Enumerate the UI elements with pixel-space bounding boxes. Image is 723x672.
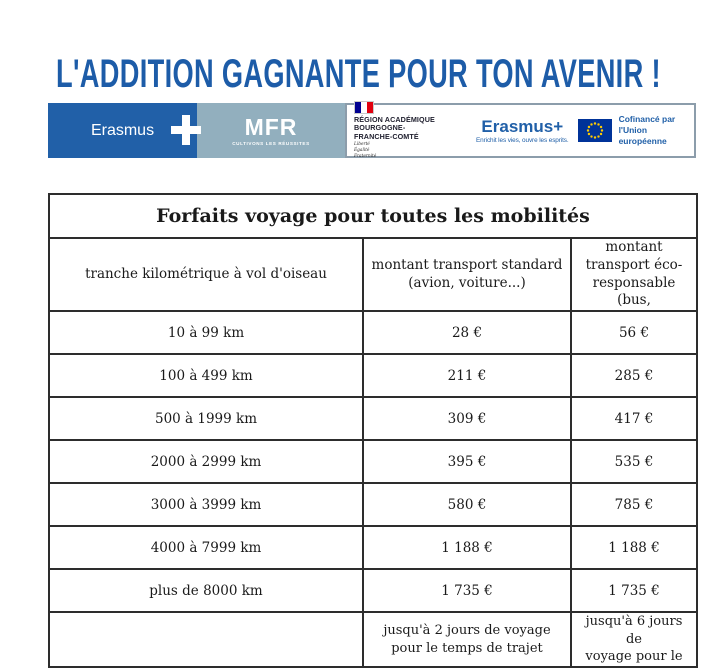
footer-eco-line: voyage pour le — [585, 649, 683, 665]
standard-travel-days-cell: jusqu'à 2 jours de voyage pour le temps … — [362, 611, 572, 668]
eco-amount-cell: 56 € — [570, 310, 698, 356]
cofinance-line: l'Union européenne — [618, 124, 667, 147]
footer-eco-line: jusqu'à 6 jours de — [585, 614, 683, 647]
header-eco-line: responsable (bus, — [592, 274, 676, 309]
footer-standard-line: pour le temps de trajet — [391, 640, 543, 656]
table-row: 10 à 99 km 28 € 56 € — [48, 310, 698, 356]
standard-amount-cell: 28 € — [362, 310, 572, 356]
mfr-logo-block: MFR CULTIVONS LES RÉUSSITES — [197, 103, 345, 158]
region-academique-logo: RÉGION ACADÉMIQUE BOURGOGNE- FRANCHE-COM… — [354, 101, 458, 160]
table-row: 100 à 499 km 211 € 285 € — [48, 353, 698, 399]
header-eco-line: transport éco- — [585, 256, 683, 273]
page-title: L'ADDITION GAGNANTE POUR TON AVENIR ! — [56, 52, 661, 96]
region-name-line: BOURGOGNE- — [354, 123, 406, 133]
table-row: plus de 8000 km 1 735 € 1 735 € — [48, 568, 698, 614]
mfr-logo: MFR — [244, 113, 298, 140]
table-row: 3000 à 3999 km 580 € 785 € — [48, 482, 698, 528]
distance-cell: 2000 à 2999 km — [48, 439, 364, 485]
plus-icon — [171, 115, 201, 145]
eco-travel-days-cell: jusqu'à 6 jours de voyage pour le — [570, 611, 698, 668]
header-standard-line: montant transport standard — [371, 256, 563, 273]
standard-amount-cell: 211 € — [362, 353, 572, 399]
table-title: Forfaits voyage pour toutes les mobilité… — [48, 193, 698, 239]
erasmus-label: Erasmus — [90, 121, 155, 139]
distance-cell: 100 à 499 km — [48, 353, 364, 399]
french-flag-icon — [354, 101, 374, 115]
erasmus-plus-tagline: Enrichit les vies, ouvre les esprits. — [476, 136, 569, 144]
table-title-row: Forfaits voyage pour toutes les mobilité… — [48, 193, 698, 239]
table-footer-row: jusqu'à 2 jours de voyage pour le temps … — [48, 611, 698, 668]
eco-amount-cell: 1 188 € — [570, 525, 698, 571]
distance-cell: 4000 à 7999 km — [48, 525, 364, 571]
motto-line: Fraternité — [354, 153, 377, 159]
eco-amount-cell: 535 € — [570, 439, 698, 485]
forfaits-voyage-table: Forfaits voyage pour toutes les mobilité… — [48, 193, 698, 668]
institutional-logos-block: RÉGION ACADÉMIQUE BOURGOGNE- FRANCHE-COM… — [345, 101, 696, 160]
header-eco-line: montant — [605, 239, 663, 255]
region-name-line: RÉGION ACADÉMIQUE — [354, 115, 435, 125]
standard-amount-cell: 395 € — [362, 439, 572, 485]
eu-flag-icon — [577, 119, 612, 142]
republique-motto: Liberté Égalité Fraternité — [354, 142, 458, 160]
empty-cell — [48, 611, 364, 668]
erasmus-plus-logo: Erasmus+ Enrichit les vies, ouvre les es… — [476, 118, 569, 144]
distance-cell: 500 à 1999 km — [48, 396, 364, 442]
header-standard: montant transport standard (avion, voitu… — [362, 236, 572, 313]
partner-logos-banner: Erasmus MFR CULTIVONS LES RÉUSSITES RÉGI… — [48, 101, 696, 160]
standard-amount-cell: 1 188 € — [362, 525, 572, 571]
table-row: 2000 à 2999 km 395 € 535 € — [48, 439, 698, 485]
motto-line: Liberté — [354, 141, 370, 147]
motto-line: Égalité — [354, 147, 370, 153]
eco-amount-cell: 785 € — [570, 482, 698, 528]
cofinance-line: Cofinancé par — [618, 113, 676, 124]
eco-amount-cell: 417 € — [570, 396, 698, 442]
distance-cell: plus de 8000 km — [48, 568, 364, 614]
region-name-line: FRANCHE-COMTÉ — [354, 131, 419, 141]
standard-amount-cell: 1 735 € — [362, 568, 572, 614]
eco-amount-cell: 1 735 € — [570, 568, 698, 614]
table-row: 4000 à 7999 km 1 188 € 1 188 € — [48, 525, 698, 571]
eu-cofinance-label: Cofinancé par l'Union européenne — [619, 114, 694, 147]
region-academique-name: RÉGION ACADÉMIQUE BOURGOGNE- FRANCHE-COM… — [354, 115, 458, 141]
table-header-row: tranche kilométrique à vol d'oiseau mont… — [48, 236, 698, 313]
header-eco: montant transport éco- responsable (bus, — [570, 236, 698, 313]
header-distance: tranche kilométrique à vol d'oiseau — [48, 236, 364, 313]
header-standard-line: (avion, voiture...) — [408, 274, 526, 291]
footer-standard-line: jusqu'à 2 jours de voyage — [383, 623, 551, 639]
erasmus-plus-name: Erasmus+ — [481, 116, 564, 136]
distance-cell: 10 à 99 km — [48, 310, 364, 356]
distance-cell: 3000 à 3999 km — [48, 482, 364, 528]
standard-amount-cell: 309 € — [362, 396, 572, 442]
standard-amount-cell: 580 € — [362, 482, 572, 528]
mfr-tagline: CULTIVONS LES RÉUSSITES — [232, 140, 310, 146]
table-row: 500 à 1999 km 309 € 417 € — [48, 396, 698, 442]
eco-amount-cell: 285 € — [570, 353, 698, 399]
